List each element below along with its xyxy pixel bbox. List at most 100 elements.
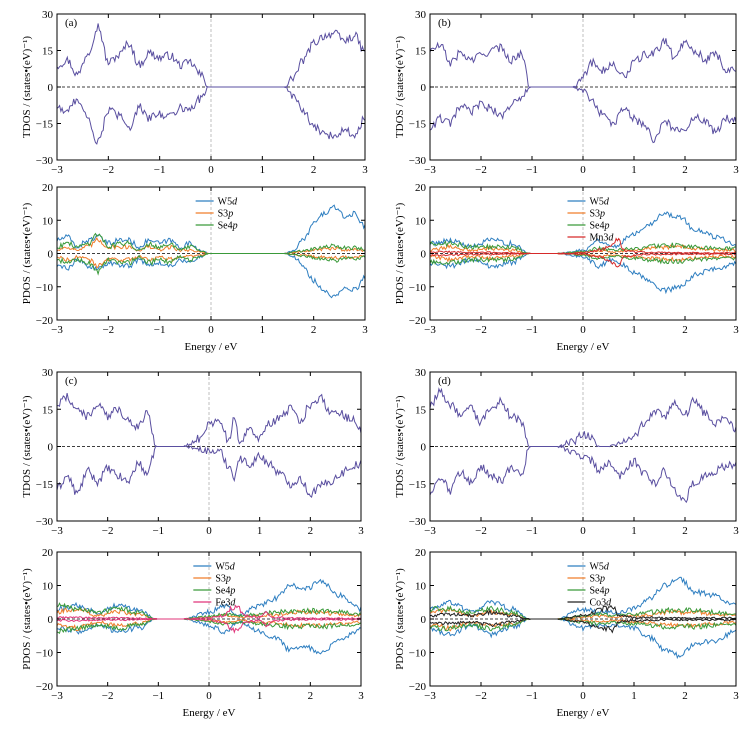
- legend-label-orbital: p: [225, 574, 231, 585]
- x-tick-label: 3: [733, 164, 739, 176]
- legend-label: Se4p: [589, 586, 609, 597]
- x-tick-label: 3: [362, 164, 368, 176]
- y-tick-label: 0: [421, 442, 427, 454]
- y-tick-label: 10: [415, 215, 427, 227]
- y-tick-label: 20: [415, 547, 427, 559]
- legend-label-orbital: p: [227, 209, 233, 220]
- series-line-mn3d-spin-down: [430, 252, 736, 268]
- series-line-down: [430, 445, 736, 504]
- y-tick-label: 10: [42, 581, 54, 593]
- y-tick-label: 30: [42, 9, 54, 21]
- x-tick-label: −2: [475, 690, 487, 702]
- x-tick-label: 2: [311, 324, 317, 336]
- y-tick-label: 15: [42, 46, 54, 58]
- legend-label-element: Mn3: [589, 233, 608, 244]
- legend-label-element: S3: [589, 574, 600, 585]
- series-line-s3p: [430, 605, 736, 620]
- series-line-co3d: [430, 604, 736, 620]
- series-line-down: [430, 86, 736, 144]
- y-tick-label: −20: [409, 315, 427, 327]
- y-axis-label: TDOS / (states•(eV)⁻¹): [394, 395, 406, 497]
- y-tick-label: 30: [42, 367, 54, 379]
- legend-label: S3p: [215, 574, 231, 585]
- x-tick-label: 0: [208, 324, 214, 336]
- y-tick-label: −15: [409, 119, 427, 131]
- y-tick-label: −30: [36, 155, 54, 167]
- x-tick-label: 3: [358, 690, 364, 702]
- legend-label: S3p: [589, 209, 605, 220]
- legend-label-element: Se4: [215, 586, 230, 597]
- legend-label-orbital: p: [599, 209, 605, 220]
- series-line-w5d-spin-down: [57, 252, 365, 299]
- x-tick-label: −2: [475, 324, 487, 336]
- series-line-w5d-spin-down: [430, 252, 736, 295]
- plot-panel: −3 −2 −1 0 1 2 3 −30 −15 0 15 30 TDOS / (states•(eV)…: [394, 367, 739, 537]
- x-tick-label: −1: [526, 324, 538, 336]
- x-tick-label: −1: [154, 164, 166, 176]
- x-tick-label: −3: [51, 164, 63, 176]
- y-tick-label: 15: [415, 404, 427, 416]
- x-tick-label: 1: [257, 525, 263, 537]
- legend-label: Fe3d: [215, 598, 236, 609]
- x-tick-label: 2: [682, 525, 688, 537]
- legend-label-element: W5: [589, 197, 603, 208]
- y-tick-label: 20: [42, 182, 54, 194]
- series-line-w5d: [57, 578, 361, 620]
- plot-panel: −3 −2 −1 0 1 2 3 −30 −15 0 15 30 TDOS / (states•(eV)…: [21, 9, 368, 176]
- legend-label-orbital: p: [232, 221, 238, 232]
- series-line-se4p: [57, 602, 361, 621]
- x-tick-label: −1: [526, 690, 538, 702]
- y-tick-label: −10: [409, 648, 427, 660]
- y-axis-label: TDOS / (states•(eV)⁻¹): [394, 36, 406, 138]
- legend-label-element: Co3: [589, 598, 606, 609]
- plot-panel: −3 −2 −1 0 1 2 3 −30 −15 0 15 30 TDOS / (states•(eV)…: [394, 9, 739, 176]
- x-tick-label: −3: [424, 690, 436, 702]
- series-line-up: [57, 392, 361, 448]
- x-tick-label: −2: [102, 324, 114, 336]
- x-tick-label: −3: [51, 525, 63, 537]
- y-tick-label: 10: [42, 215, 54, 227]
- y-axis-label: TDOS / (states•(eV)⁻¹): [21, 36, 33, 138]
- y-axis-label: PDOS / (states•(eV)⁻¹): [394, 568, 406, 670]
- panel-label: (b): [438, 17, 451, 29]
- legend-label-element: Se4: [589, 221, 604, 232]
- y-tick-label: −10: [409, 282, 427, 294]
- x-tick-label: 2: [308, 690, 314, 702]
- panel-label: (a): [65, 17, 78, 29]
- legend-label-orbital: d: [232, 197, 238, 208]
- legend-label-element: W5: [215, 562, 229, 573]
- legend-label-element: Se4: [589, 586, 604, 597]
- x-tick-label: 0: [580, 164, 586, 176]
- y-axis-label: PDOS / (states•(eV)⁻¹): [394, 202, 406, 304]
- x-tick-label: 1: [631, 324, 637, 336]
- panel-label: (d): [438, 375, 451, 387]
- x-tick-label: 0: [206, 690, 212, 702]
- legend-label: S3p: [589, 574, 605, 585]
- legend-label: Se4p: [589, 221, 609, 232]
- x-tick-label: −3: [424, 525, 436, 537]
- series-line-s3p-spin-down: [57, 252, 365, 269]
- y-tick-label: −30: [409, 155, 427, 167]
- series-line-down: [57, 445, 361, 499]
- y-tick-label: −10: [36, 282, 54, 294]
- x-tick-label: −3: [424, 164, 436, 176]
- legend-label: W5d: [589, 197, 609, 208]
- series-line-se4p-spin-down: [57, 617, 361, 634]
- series-line-se4p-spin-down: [430, 252, 736, 266]
- x-tick-label: 3: [362, 324, 368, 336]
- x-tick-label: 2: [308, 525, 314, 537]
- legend-label-orbital: d: [608, 233, 614, 244]
- legend-label-orbital: p: [603, 221, 609, 232]
- x-tick-label: −1: [154, 324, 166, 336]
- x-tick-label: −1: [526, 525, 538, 537]
- y-axis-label: TDOS / (states•(eV)⁻¹): [21, 395, 33, 497]
- x-tick-label: −2: [102, 525, 114, 537]
- legend-label-element: S3: [215, 574, 226, 585]
- legend-label-element: Fe3: [215, 598, 230, 609]
- y-tick-label: −20: [36, 315, 54, 327]
